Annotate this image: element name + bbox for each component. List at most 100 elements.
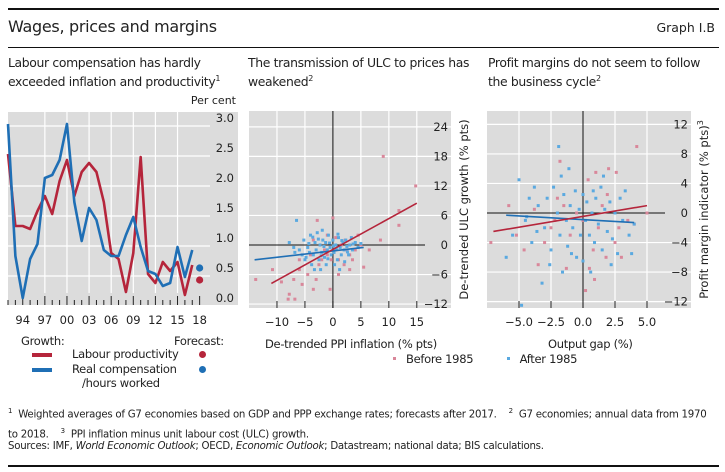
point-after-1985	[316, 237, 320, 241]
point-after-1985	[520, 303, 524, 307]
point-after-1985	[517, 178, 521, 182]
panel-1-title-line2: exceeded inflation and productivity	[8, 73, 216, 89]
point-before-1985	[329, 258, 333, 262]
point-before-1985	[514, 233, 518, 237]
panel-2-title-line2: weakened	[248, 73, 309, 89]
x-tick-label: 0.0	[574, 315, 592, 329]
point-before-1985	[353, 248, 357, 252]
legend-growth-label: Growth:	[21, 334, 65, 348]
point-after-1985	[302, 238, 306, 242]
footnote-ref: 2	[595, 73, 601, 83]
point-after-1985	[623, 189, 627, 193]
legend-swatch-labour-productivity	[32, 353, 52, 357]
footnote-2: G7 economies; annual data from 1970 to 2…	[8, 409, 707, 441]
point-after-1985	[543, 226, 547, 230]
point-before-1985	[350, 258, 354, 262]
point-before-1985	[584, 289, 588, 293]
y-tick-label: 0	[441, 238, 448, 252]
point-after-1985	[319, 268, 323, 272]
point-after-1985	[557, 145, 561, 149]
point-after-1985	[590, 211, 594, 215]
panel-1-title: Labour compensation has hardly exceeded …	[8, 55, 220, 89]
point-after-1985	[306, 245, 310, 249]
point-after-1985	[344, 238, 348, 242]
point-after-1985	[559, 174, 563, 178]
sources-weo: World Economic Outlook	[75, 441, 196, 452]
panel-3-title: Profit margins do not seem to follow the…	[488, 55, 700, 89]
point-before-1985	[645, 211, 649, 215]
point-before-1985	[314, 277, 318, 281]
point-after-1985	[532, 185, 536, 189]
point-after-1985	[511, 233, 515, 237]
y-axis-unit-label: Per cent	[191, 94, 237, 107]
bottom-rule	[8, 465, 719, 467]
point-before-1985	[279, 280, 283, 284]
point-after-1985	[343, 260, 347, 264]
point-after-1985	[335, 258, 339, 262]
legend-label-real-compensation-line2: /hours worked	[82, 376, 160, 390]
point-after-1985	[309, 233, 313, 237]
point-after-1985	[527, 196, 531, 200]
y-tick-label: −12	[664, 295, 688, 309]
y-tick-label: 1.0	[216, 231, 234, 245]
point-before-1985	[397, 223, 401, 227]
point-after-1985	[333, 263, 337, 267]
series-line-labour-productivity	[6, 153, 194, 297]
x-tick-label: 06	[104, 313, 119, 327]
point-after-1985	[608, 200, 612, 204]
point-after-1985	[347, 253, 351, 257]
point-after-1985	[568, 204, 572, 208]
scatter-chart-ulc-ppi: −12 −6 0 6 12 18 24 −10 −5 0 5 10 15 De-trended ULC g…	[249, 111, 471, 329]
point-before-1985	[414, 184, 418, 188]
point-before-1985	[381, 154, 385, 158]
legend-marker-after-1985	[506, 357, 510, 360]
point-after-1985	[348, 243, 352, 247]
footnote-ref: 2	[308, 73, 313, 83]
point-before-1985	[292, 277, 296, 281]
point-after-1985	[307, 250, 311, 254]
point-after-1985	[585, 200, 589, 204]
point-before-1985	[348, 268, 352, 272]
point-after-1985	[627, 233, 631, 237]
point-after-1985	[328, 241, 332, 245]
point-after-1985	[552, 185, 556, 189]
y-tick-label: 12	[433, 179, 448, 193]
legend-forecast-dot-red	[199, 351, 206, 358]
y-tick-label: 1.5	[216, 201, 234, 215]
point-after-1985	[311, 235, 315, 239]
point-after-1985	[577, 207, 581, 211]
point-before-1985	[342, 263, 346, 267]
panel-1-title-line1: Labour compensation has hardly	[8, 55, 201, 70]
point-before-1985	[306, 273, 310, 277]
point-after-1985	[329, 253, 333, 257]
point-after-1985	[616, 252, 620, 256]
point-before-1985	[254, 277, 258, 281]
x-tick-label: 5.0	[638, 315, 656, 329]
point-after-1985	[324, 241, 328, 245]
footnote-ref: 1	[215, 73, 221, 83]
point-after-1985	[350, 248, 354, 252]
point-after-1985	[337, 236, 340, 240]
point-before-1985	[311, 287, 315, 291]
chart1-legend: Growth: Forecast: Labour productivity Re…	[8, 334, 238, 394]
point-after-1985	[326, 233, 330, 237]
legend-forecast-label: Forecast:	[174, 334, 224, 348]
point-after-1985	[314, 248, 318, 252]
y-tick-label: 4	[681, 176, 688, 190]
point-after-1985	[630, 252, 634, 256]
point-before-1985	[317, 263, 321, 267]
point-before-1985	[591, 248, 595, 252]
point-after-1985	[318, 243, 322, 247]
scatter-chart-profit-margins: −12 −8 −4 0 4 8 12 −5.0 −2.5 0.0 2.5 5.0 Profit marg…	[487, 111, 711, 329]
y-tick-label: 18	[433, 149, 448, 163]
y-tick-label: −8	[671, 265, 688, 279]
point-before-1985	[489, 241, 493, 245]
point-after-1985	[578, 233, 582, 237]
point-after-1985	[618, 196, 622, 200]
point-after-1985	[610, 237, 614, 241]
point-before-1985	[558, 159, 562, 163]
point-after-1985	[323, 255, 327, 259]
point-before-1985	[614, 170, 618, 174]
x-tick-label: 18	[192, 313, 207, 327]
point-before-1985	[362, 265, 366, 269]
